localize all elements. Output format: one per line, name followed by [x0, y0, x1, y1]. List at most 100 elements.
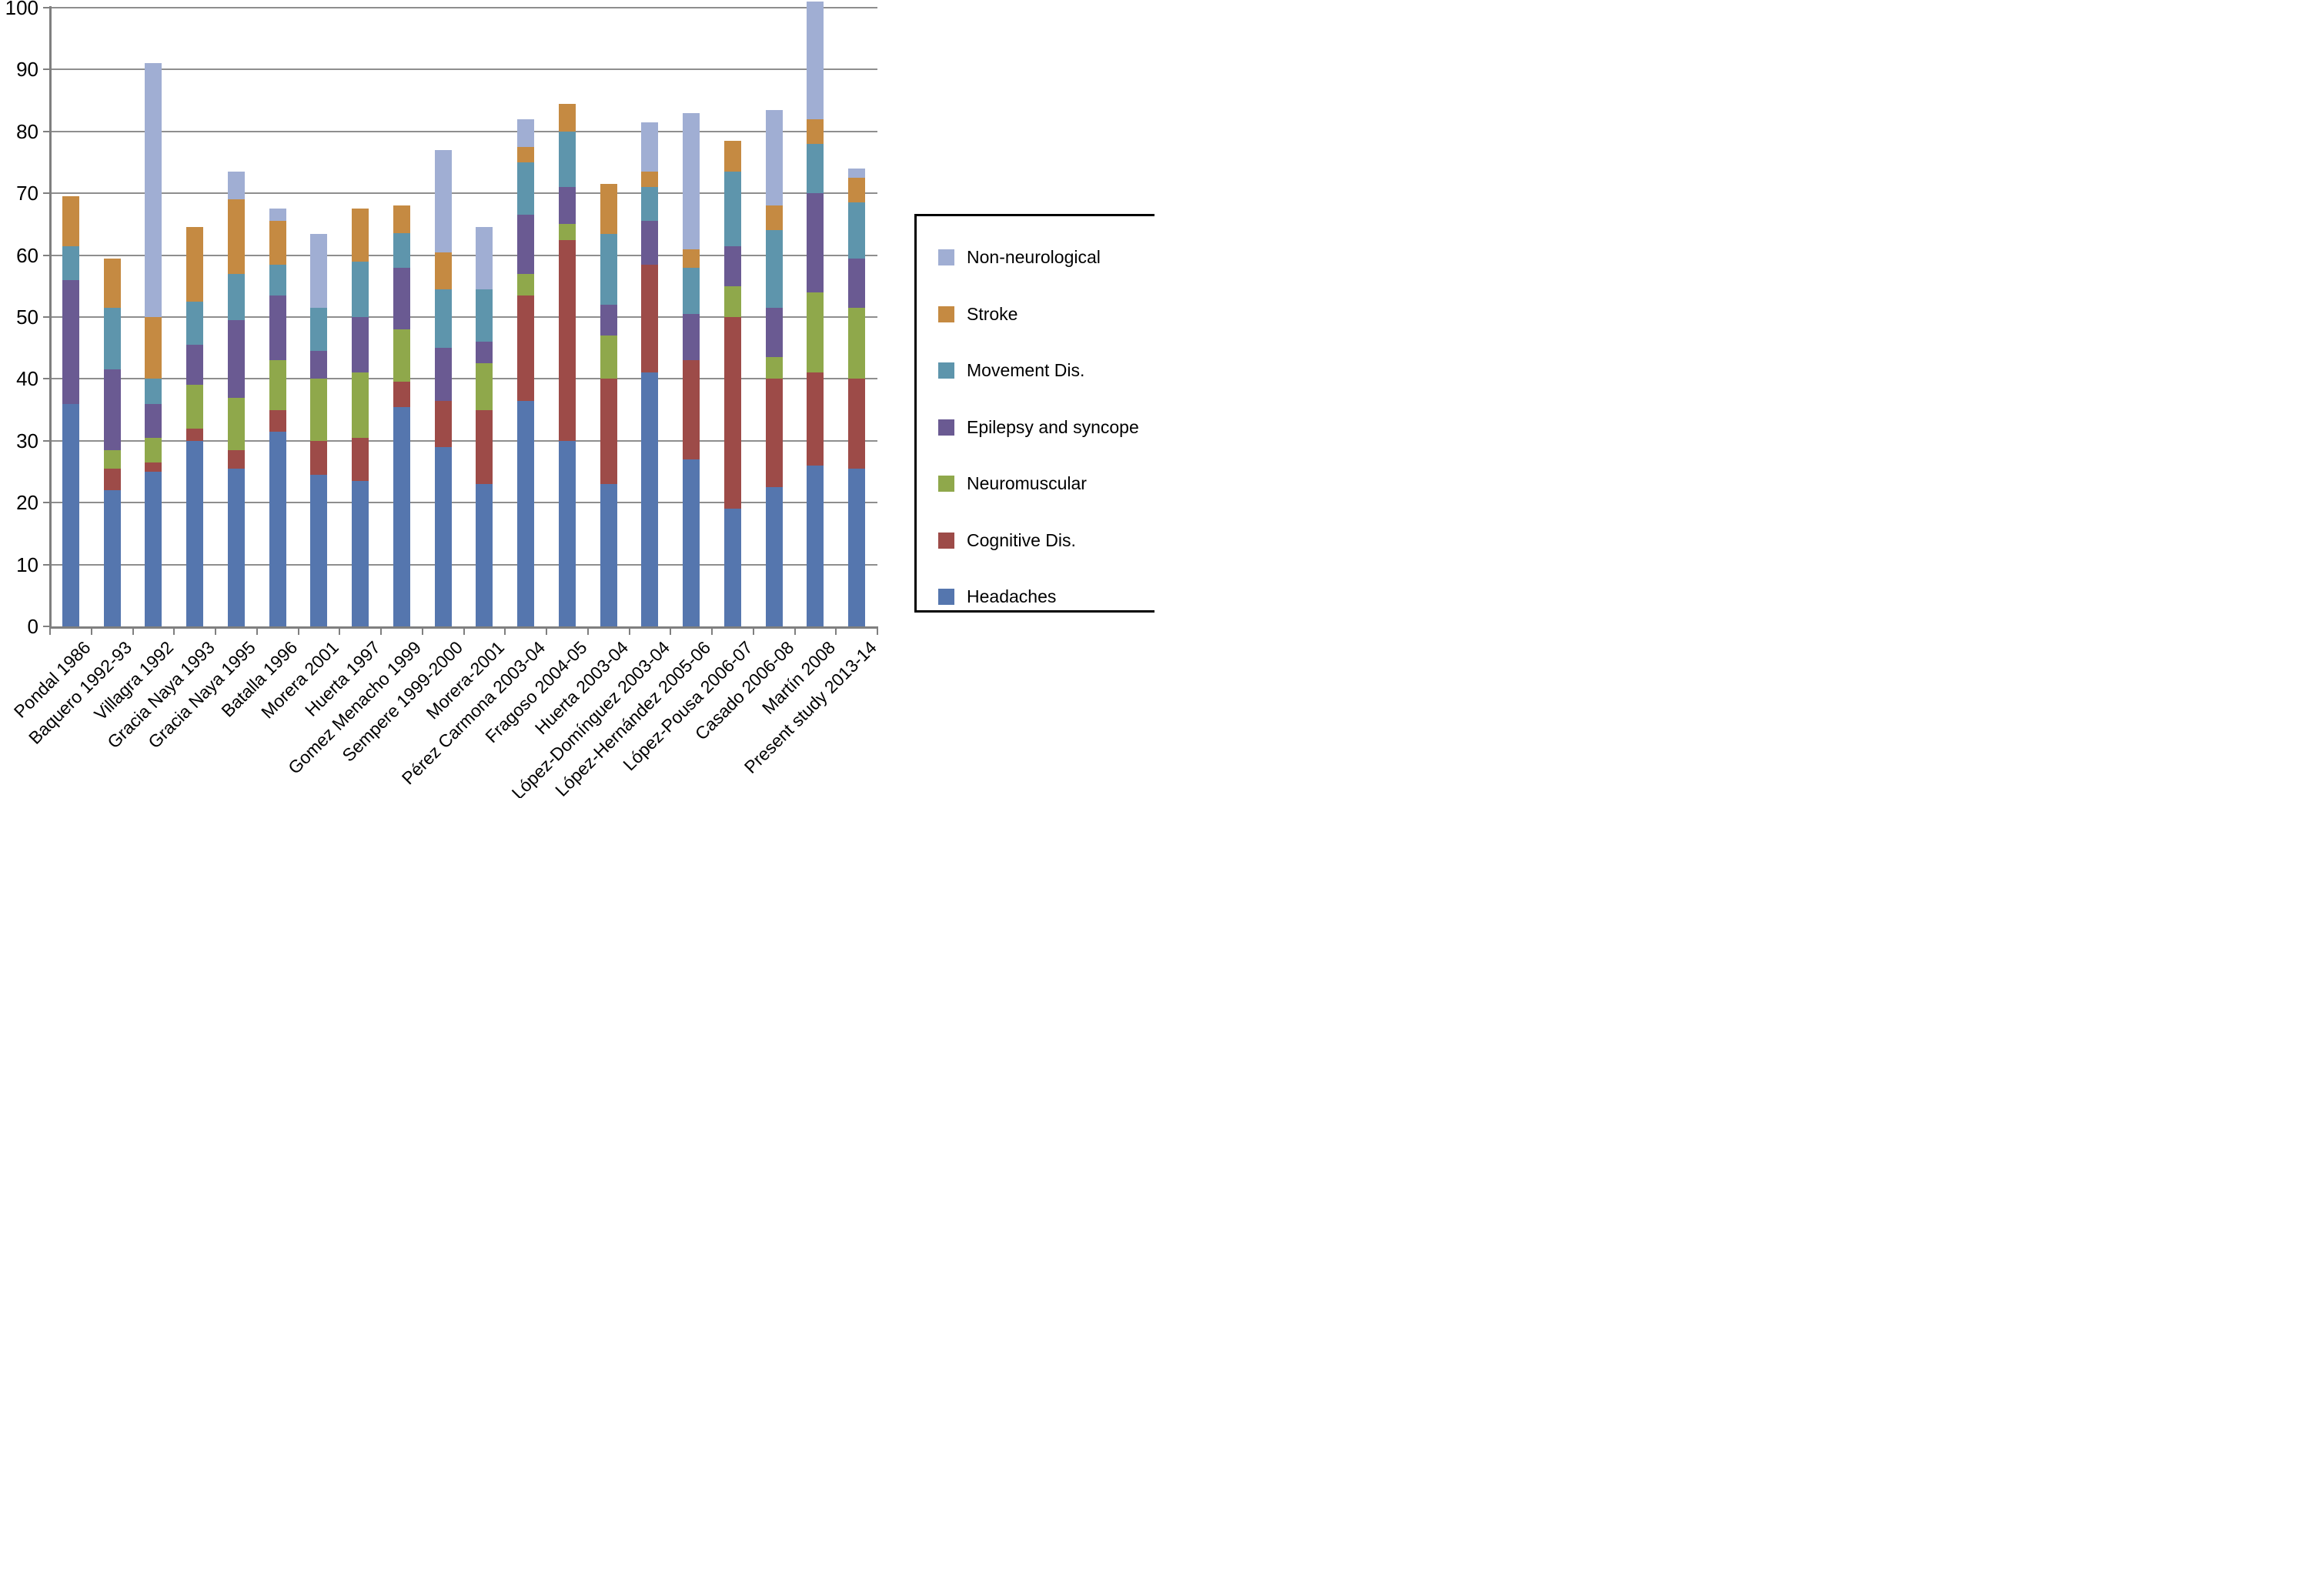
bar-segment-Headaches: [848, 468, 866, 626]
bar-segment-Headaches: [269, 431, 286, 626]
bar-Morera-2001: [476, 227, 493, 626]
bar-segment-Epilepsy and syncope: [848, 258, 866, 308]
bar-segment-Cognitive Dis.: [476, 409, 493, 485]
x-axis-tick: [546, 627, 547, 635]
bar-segment-Neuromuscular: [186, 385, 204, 429]
bar-segment-Headaches: [600, 484, 617, 626]
bar-segment-Non-neurological: [848, 169, 866, 179]
bar-Casado 2006-08: [765, 109, 783, 626]
bar-segment-Movement Dis.: [393, 233, 410, 268]
bar-segment-Epilepsy and syncope: [434, 348, 452, 401]
bar-López-Hernández 2005-06: [683, 112, 700, 626]
bar-segment-Stroke: [186, 227, 204, 302]
bar-segment-Movement Dis.: [476, 289, 493, 342]
bar-segment-Headaches: [723, 509, 741, 626]
gridline-40: [50, 378, 877, 380]
gridline-20: [50, 502, 877, 504]
y-tick-label: 60: [16, 243, 38, 267]
x-axis-tick: [49, 627, 51, 635]
bar-segment-Cognitive Dis.: [352, 437, 369, 482]
legend-item-Stroke: Stroke: [938, 304, 1017, 325]
bar-Sempere 1999-2000: [434, 149, 452, 626]
bar-Gracia Naya 1993: [186, 227, 204, 626]
legend-item-Non-neurological: Non-neurological: [938, 247, 1101, 268]
bar-segment-Stroke: [434, 252, 452, 289]
x-axis-tick: [752, 627, 754, 635]
bar-segment-Stroke: [723, 140, 741, 172]
legend-label: Cognitive Dis.: [967, 529, 1076, 550]
bar-segment-Epilepsy and syncope: [641, 221, 659, 265]
legend-item-Headaches: Headaches: [938, 586, 1056, 607]
bar-Gomez Menacho 1999: [393, 205, 410, 626]
bar-segment-Headaches: [310, 475, 328, 626]
bar-segment-Movement Dis.: [103, 307, 121, 370]
x-axis-tick: [256, 627, 258, 635]
bar-segment-Neuromuscular: [517, 273, 535, 295]
bar-segment-Neuromuscular: [352, 372, 369, 438]
bar-segment-Headaches: [807, 465, 824, 626]
bar-segment-Epilepsy and syncope: [765, 307, 783, 358]
bar-segment-Headaches: [186, 440, 204, 626]
legend-swatch-Non-neurological: [938, 249, 954, 265]
x-axis-tick: [628, 627, 630, 635]
bar-segment-Stroke: [145, 317, 162, 379]
bar-segment-Headaches: [103, 490, 121, 626]
bar-segment-Epilepsy and syncope: [476, 342, 493, 364]
bar-segment-Stroke: [600, 184, 617, 234]
bar-segment-Movement Dis.: [723, 172, 741, 246]
bar-segment-Stroke: [62, 196, 79, 246]
x-axis-tick: [877, 627, 878, 635]
bar-segment-Epilepsy and syncope: [723, 245, 741, 286]
bar-segment-Headaches: [352, 481, 369, 626]
bar-segment-Stroke: [517, 146, 535, 163]
bar-segment-Headaches: [434, 446, 452, 626]
bar-segment-Non-neurological: [434, 149, 452, 252]
gridline-100: [50, 7, 877, 8]
bar-segment-Cognitive Dis.: [393, 382, 410, 407]
bar-segment-Movement Dis.: [517, 162, 535, 215]
y-tick-label: 90: [16, 58, 38, 82]
y-axis-tick: [43, 316, 50, 318]
legend-label: Headaches: [967, 586, 1057, 606]
legend-label: Epilepsy and syncope: [967, 416, 1139, 437]
bar-segment-Neuromuscular: [145, 437, 162, 462]
bar-segment-Non-neurological: [310, 233, 328, 308]
bar-segment-Cognitive Dis.: [848, 379, 866, 469]
bar-segment-Movement Dis.: [227, 273, 245, 321]
legend-label: Movement Dis.: [967, 360, 1085, 380]
stacked-bar-chart-figure: 0 10 20 30 40 50 60 70 80 90 100 Pondal 1986 Baquero…: [0, 0, 1154, 798]
bar-segment-Stroke: [765, 205, 783, 231]
bar-segment-Cognitive Dis.: [145, 462, 162, 472]
bar-segment-Headaches: [476, 484, 493, 626]
bar-López-Domínguez 2003-04: [641, 122, 659, 626]
gridline-30: [50, 439, 877, 442]
bar-segment-Stroke: [352, 209, 369, 262]
bar-Present study 2013-14: [848, 169, 866, 626]
gridline-50: [50, 316, 877, 318]
bar-segment-Movement Dis.: [62, 245, 79, 280]
bar-segment-Epilepsy and syncope: [600, 304, 617, 336]
y-tick-label: 40: [16, 367, 38, 391]
x-axis-tick: [215, 627, 216, 635]
bar-segment-Movement Dis.: [807, 143, 824, 194]
bar-segment-Neuromuscular: [723, 285, 741, 317]
bar-segment-Epilepsy and syncope: [269, 295, 286, 361]
legend-item-Cognitive Dis.: Cognitive Dis.: [938, 530, 1076, 551]
legend-swatch-Movement Dis.: [938, 362, 954, 379]
legend-swatch-Headaches: [938, 589, 954, 605]
x-axis-tick: [794, 627, 796, 635]
gridline-90: [50, 68, 877, 71]
bar-segment-Headaches: [765, 487, 783, 626]
bar-segment-Epilepsy and syncope: [352, 317, 369, 373]
y-tick-label: 20: [16, 491, 38, 515]
bar-Martín 2008: [807, 2, 824, 626]
bar-segment-Cognitive Dis.: [269, 409, 286, 432]
bar-segment-Neuromuscular: [558, 224, 576, 240]
legend-label: Stroke: [967, 303, 1018, 324]
legend-swatch-Cognitive Dis.: [938, 532, 954, 549]
bar-segment-Movement Dis.: [641, 187, 659, 222]
bar-segment-Non-neurological: [145, 63, 162, 318]
bar-segment-Stroke: [393, 205, 410, 234]
legend-item-Neuromuscular: Neuromuscular: [938, 473, 1087, 494]
bar-segment-Stroke: [103, 258, 121, 308]
